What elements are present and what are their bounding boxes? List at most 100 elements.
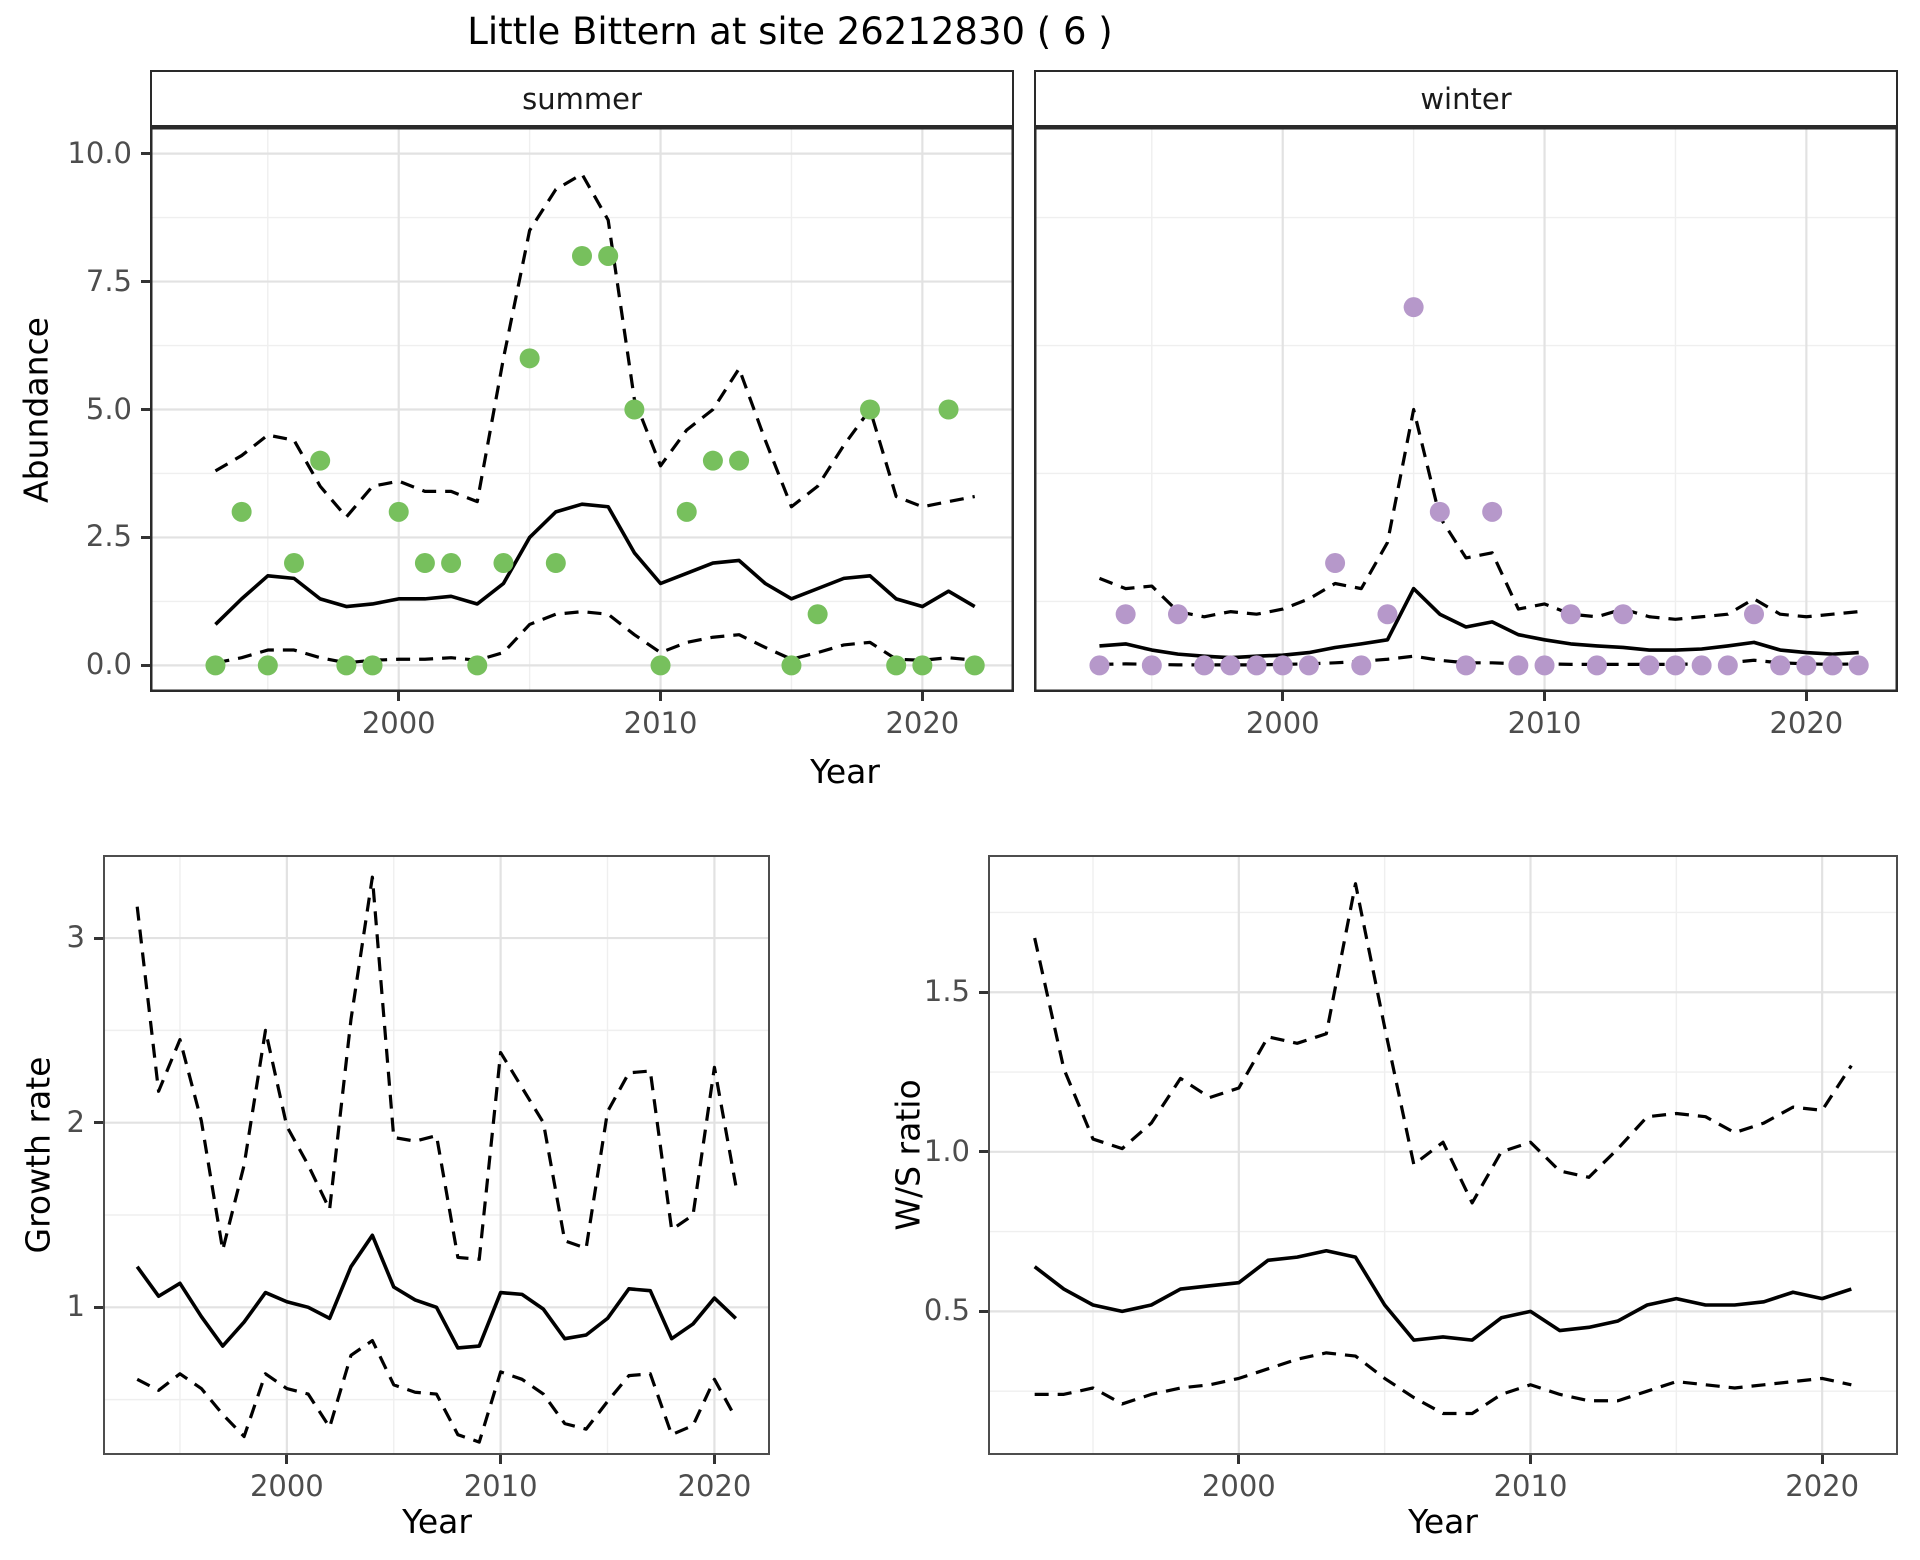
data-point — [1796, 655, 1817, 676]
x-tick-mark — [1804, 692, 1808, 701]
data-point — [1168, 604, 1188, 625]
fit-line — [214, 502, 976, 626]
y-tick-label: 3 — [66, 920, 85, 955]
x-tick-label: 2000 — [249, 1469, 324, 1503]
panel-background — [103, 855, 770, 1455]
data-point — [1822, 655, 1843, 676]
x-tick-label: 2010 — [1507, 706, 1582, 740]
data-point — [284, 553, 304, 574]
data-point — [467, 655, 488, 676]
ci-lower-line — [1034, 1351, 1852, 1416]
data-point — [1220, 655, 1241, 676]
ci-upper-line — [1033, 882, 1853, 1205]
data-point — [1770, 655, 1791, 676]
data-point — [1691, 655, 1712, 676]
page-title: Little Bittern at site 26212830 ( 6 ) — [467, 10, 1113, 53]
x-tick-label: 2010 — [1493, 1469, 1568, 1503]
data-point — [729, 450, 750, 471]
x-tick-mark — [1529, 1455, 1532, 1464]
y-tick-label: 0.5 — [923, 1293, 970, 1328]
y-tick-mark — [979, 1309, 988, 1313]
data-point — [231, 501, 252, 522]
data-point — [781, 655, 802, 676]
data-point — [860, 399, 880, 420]
data-point — [1089, 655, 1110, 676]
ci-upper-line — [1098, 407, 1859, 621]
y-tick-mark — [94, 936, 103, 940]
panel-border — [1034, 127, 1898, 692]
data-point — [676, 501, 697, 522]
data-point — [1429, 501, 1450, 522]
ci-upper-line — [214, 172, 976, 519]
x-tick-mark — [1237, 1455, 1241, 1464]
abundance_summer-panel — [150, 127, 1014, 692]
y-tick-mark — [141, 408, 150, 411]
x-tick-mark — [1543, 692, 1547, 701]
x-tick-label: 2020 — [885, 706, 960, 740]
data-point — [205, 655, 226, 676]
ci-upper-line — [135, 875, 738, 1261]
y-tick-label: 0.0 — [85, 647, 132, 682]
x-tick-mark — [659, 692, 663, 701]
y-tick-mark — [141, 152, 150, 156]
y-tick-mark — [979, 1150, 988, 1154]
data-point — [1115, 604, 1136, 625]
y-tick-label: 1.0 — [923, 1133, 970, 1168]
x-tick-mark — [712, 1455, 716, 1464]
x-tick-label: 2020 — [677, 1469, 752, 1503]
data-point — [257, 655, 278, 676]
data-point — [1272, 655, 1293, 676]
growth_rate-panel — [103, 855, 770, 1455]
y-tick-label: 5.0 — [85, 391, 132, 426]
fit-line — [1033, 1248, 1852, 1342]
abundance_winter-panel — [1034, 127, 1898, 692]
data-point — [545, 553, 566, 574]
panel-background — [988, 855, 1898, 1455]
panel-background — [1034, 127, 1898, 692]
data-point — [1560, 604, 1581, 625]
data-point — [519, 348, 540, 369]
x-tick-label: 2000 — [1245, 706, 1320, 740]
facet-strip-winter-label: winter — [1420, 81, 1512, 116]
facet-strip-summer-label: summer — [522, 81, 642, 116]
data-point — [1848, 655, 1869, 676]
x-tick-label: 2000 — [1201, 1469, 1276, 1503]
x-tick-label: 2000 — [361, 706, 436, 740]
x-tick-mark — [1820, 1455, 1824, 1464]
panel-border — [103, 855, 770, 1455]
data-point — [493, 553, 514, 574]
x-tick-mark — [1281, 692, 1285, 701]
data-point — [310, 450, 331, 471]
data-point — [912, 655, 933, 676]
x-tick-mark — [499, 1455, 503, 1464]
data-point — [572, 245, 592, 266]
data-point — [650, 655, 671, 676]
data-point — [1377, 604, 1398, 625]
x-tick-label: 2010 — [623, 706, 698, 740]
data-point — [938, 399, 959, 420]
data-point — [1744, 604, 1764, 625]
data-point — [1482, 501, 1503, 522]
data-point — [1586, 655, 1607, 676]
y-tick-mark — [141, 535, 150, 539]
x-tick-mark — [920, 692, 924, 701]
y-tick-label: 10.0 — [67, 135, 132, 170]
data-point — [1508, 655, 1529, 676]
y-tick-mark — [141, 663, 150, 667]
ws_ratio-panel — [988, 855, 1898, 1455]
data-point — [886, 655, 907, 676]
data-point — [336, 655, 357, 676]
data-point — [598, 245, 619, 266]
data-point — [1534, 655, 1555, 676]
data-point — [1456, 655, 1476, 676]
y-tick-mark — [979, 990, 988, 994]
ws-ratio-x-axis-title: Year — [1408, 1502, 1478, 1541]
panel-border — [988, 855, 1898, 1455]
data-point — [1351, 655, 1372, 676]
abundance-x-axis-title: Year — [810, 752, 880, 791]
data-point — [1194, 655, 1215, 676]
y-tick-label: 2.5 — [85, 519, 132, 554]
ci-lower-line — [215, 610, 975, 665]
data-point — [1665, 655, 1686, 676]
